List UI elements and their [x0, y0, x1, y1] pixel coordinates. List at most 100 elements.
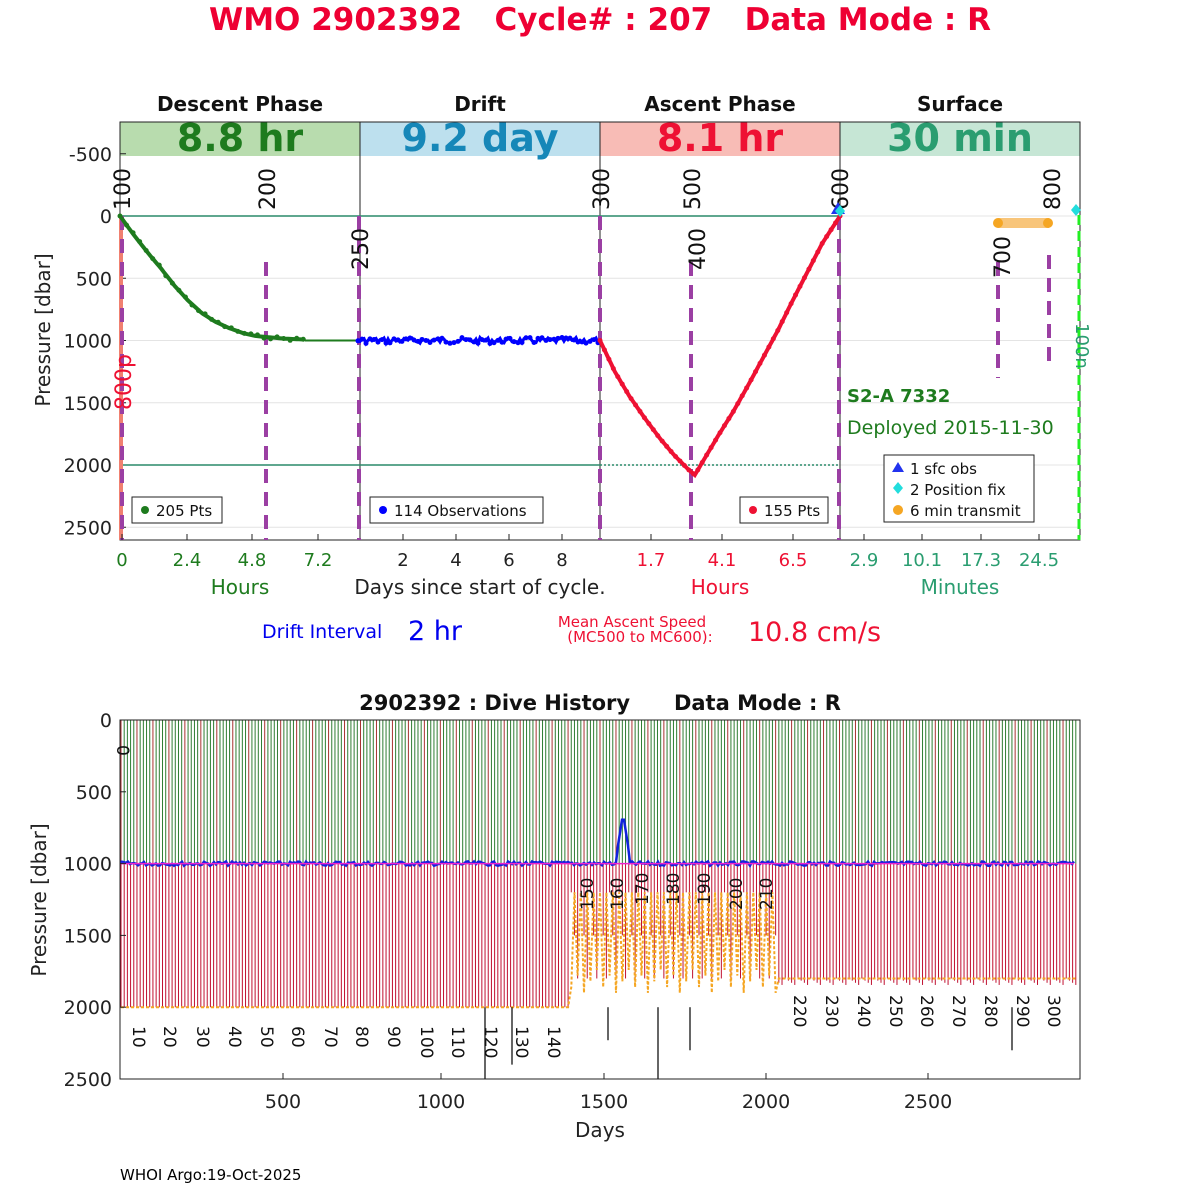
descent-point — [202, 311, 208, 317]
xtick-label-surface: 2.9 — [850, 550, 879, 571]
ascent-speed-value: 10.8 cm/s — [748, 617, 881, 648]
legend-sfc-label: 1 sfc obs — [910, 460, 977, 478]
ascent-point — [801, 275, 807, 281]
descent-point — [241, 330, 247, 336]
position-fix-marker — [1071, 204, 1081, 216]
ascent-point — [819, 240, 825, 246]
drift-point — [583, 340, 589, 346]
descent-point — [294, 335, 300, 341]
cycle-label: 290 — [1012, 995, 1032, 1027]
transmit-point — [993, 218, 1003, 228]
descent-point — [268, 336, 274, 342]
ascent-point — [797, 283, 803, 289]
mid-info: Drift Interval 2 hr Mean Ascent Speed(MC50… — [262, 613, 881, 648]
drift-point — [479, 337, 485, 343]
ascent-point — [815, 249, 821, 255]
ascent-point — [677, 458, 683, 464]
descent-point — [150, 256, 156, 262]
ytick-label: 2000 — [64, 455, 112, 477]
descent-point — [130, 230, 136, 236]
ascent-speed-label-1: Mean Ascent Speed — [558, 613, 706, 631]
descent-point — [222, 324, 228, 330]
cycle-label: 20 — [159, 1026, 179, 1048]
descent-point — [235, 328, 241, 334]
ascent-point — [770, 336, 776, 342]
mc-label: 100 — [111, 168, 136, 210]
drift-point — [531, 339, 537, 345]
xtick-label-descent: 7.2 — [304, 550, 333, 571]
ascent-point — [601, 347, 607, 353]
ascent-point — [664, 443, 670, 449]
drift-point — [555, 335, 561, 341]
drift-point — [459, 335, 465, 341]
ytick-label: 500 — [76, 268, 112, 290]
cycle-label: 250 — [885, 995, 905, 1027]
surface-side-label: 100n — [1071, 323, 1092, 369]
descent-point — [169, 280, 175, 286]
footer-text: WHOI Argo:19-Oct-2025 — [120, 1166, 302, 1184]
drift-point — [423, 337, 429, 343]
legend-drift-box — [369, 496, 544, 524]
ascent-point — [717, 430, 723, 436]
cycle-label: 170 — [633, 873, 653, 905]
bottom-ylabel: Pressure [dbar] — [27, 823, 51, 976]
drift-point — [371, 336, 377, 342]
descent-point — [176, 287, 182, 293]
surface-xlabel: Minutes — [921, 575, 1000, 599]
mc-label: 600 — [829, 168, 854, 210]
ascent-point — [610, 366, 616, 372]
cycle-label: 200 — [727, 878, 747, 910]
drift-point — [387, 340, 393, 346]
cycle-label: 190 — [695, 873, 715, 905]
ascent-point — [633, 402, 639, 408]
drift-point — [435, 336, 441, 342]
phase-duration: 8.1 hr — [657, 116, 784, 160]
legend-surface-box — [883, 454, 1035, 523]
descent-point — [274, 334, 280, 340]
drift-point — [447, 340, 453, 346]
drift-xlabel: Days since start of cycle. — [354, 575, 605, 599]
descent-point — [117, 213, 123, 219]
cycle-label: 280 — [980, 995, 1000, 1027]
descent-point — [143, 248, 149, 254]
cycle-label: 0 — [112, 745, 132, 756]
xtick-label-drift: 6 — [503, 550, 514, 571]
legend-ascent-box — [739, 496, 829, 524]
ytick-label: -500 — [69, 144, 112, 166]
phase-banner-1 — [360, 122, 600, 156]
mc-label: 500 — [681, 168, 706, 210]
descent-point — [124, 222, 130, 228]
drift-point — [519, 339, 525, 345]
xtick-label-drift: 4 — [450, 550, 461, 571]
cycle-label: 70 — [320, 1026, 340, 1048]
drift-point — [579, 339, 585, 345]
drift-point — [427, 340, 433, 346]
ascent-point — [606, 356, 612, 362]
drift-point — [411, 337, 417, 343]
xtick-label-descent: 0 — [116, 550, 127, 571]
phase-duration: 8.8 hr — [177, 116, 304, 160]
bottom-ytick-label: 500 — [76, 782, 112, 804]
ascent-point — [713, 437, 719, 443]
legend-transmit-label: 6 min transmit — [910, 502, 1021, 520]
drift-point — [527, 335, 533, 341]
phase-duration: 9.2 day — [402, 116, 559, 160]
legend-sfc-marker — [892, 462, 904, 472]
ascent-point — [615, 374, 621, 380]
drift-point — [419, 336, 425, 342]
descent-point — [196, 308, 202, 314]
xtick-label-descent: 4.8 — [238, 550, 267, 571]
drift-point — [487, 340, 493, 346]
phase-banner-3 — [840, 122, 1080, 156]
drift-point — [483, 337, 489, 343]
descent-point — [137, 239, 143, 245]
bottom-xtick-label: 500 — [265, 1091, 301, 1113]
cycle-label: 240 — [853, 995, 873, 1027]
bottom-xtick-label: 1000 — [417, 1091, 465, 1113]
drift-point — [515, 340, 521, 346]
cycle-label: 110 — [447, 1026, 467, 1058]
xtick-label-ascent: 1.7 — [637, 550, 666, 571]
bottom-ytick-label: 0 — [100, 710, 112, 732]
mc-label: 300 — [590, 168, 615, 210]
